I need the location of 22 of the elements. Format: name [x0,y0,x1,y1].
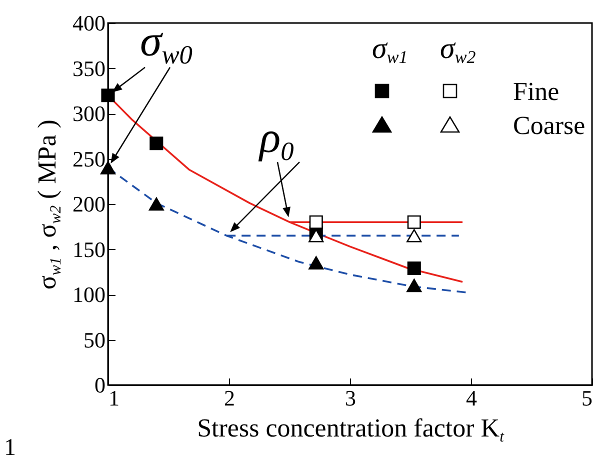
y-tick-label: 250 [72,146,106,172]
y-tick-label: 150 [72,236,106,262]
annotation: ρ$_{0}$ [258,113,294,166]
x-tick-label: 1 [108,386,120,410]
y-tick-label: 300 [72,101,106,126]
y-tick-label: 350 [72,56,106,81]
y-tick-label: 50 [84,327,106,352]
x-tick-label: 5 [582,386,592,410]
annotation: σ$_{w1}$ [372,32,408,68]
x-axis-title: Stress concentration factor K$_{t}$ [197,414,505,446]
annotation: σ$_{w0}$ [140,16,193,70]
x-tick-label: 4 [466,386,477,410]
x-tick-label: 3 [345,386,356,410]
y-tick-label: 100 [72,282,106,307]
text: 1 [4,435,16,459]
y-tick-label: 200 [72,192,106,216]
y-tick-label: 0 [94,372,106,398]
annotation: σ$_{w2}$ [440,32,476,68]
legend-label: Coarse [513,111,586,140]
x-tick-label: 2 [224,386,235,410]
y-tick-label: 400 [72,10,106,36]
legend-label: Fine [513,77,560,106]
